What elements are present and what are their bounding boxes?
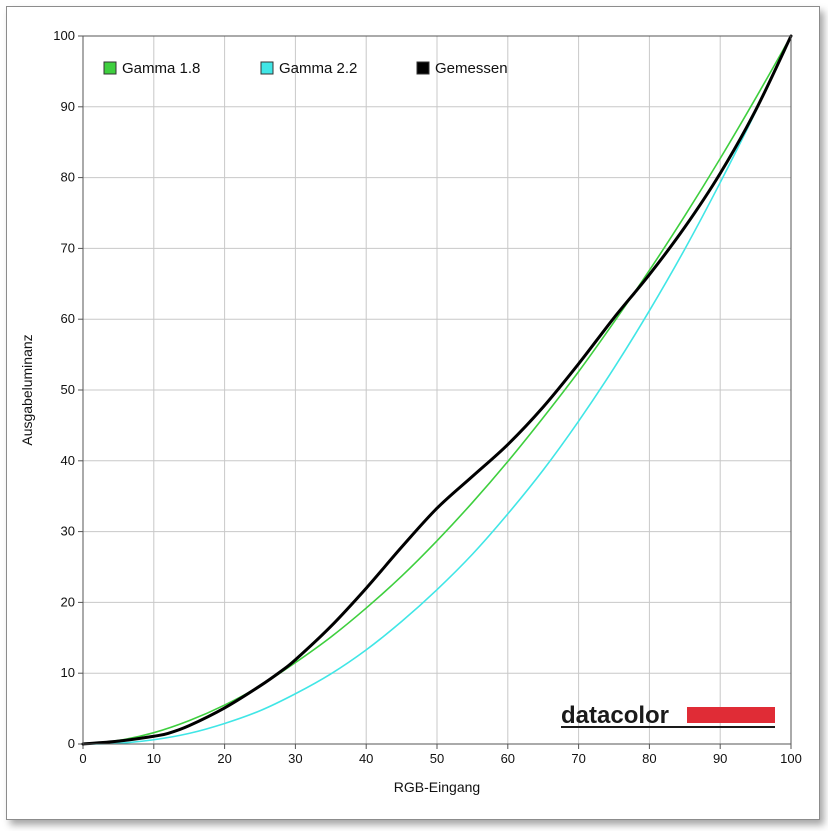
chart: 0 10 20 30 40 50 60 70 80 90 100 0 10 20 30 40 50 60 70 80 9… bbox=[19, 28, 802, 795]
legend-label: Gamma 1.8 bbox=[122, 60, 200, 77]
grid bbox=[83, 36, 791, 744]
y-tick-label: 30 bbox=[61, 524, 75, 539]
legend-swatch bbox=[416, 61, 430, 75]
x-tick-label: 50 bbox=[430, 751, 444, 766]
x-tick-label: 30 bbox=[288, 751, 302, 766]
y-tick-label: 20 bbox=[61, 594, 75, 609]
y-tick-label: 90 bbox=[61, 99, 75, 114]
plot-border bbox=[82, 35, 792, 745]
logo-underline bbox=[561, 726, 775, 728]
x-tick-label: 80 bbox=[642, 751, 656, 766]
x-tick-label: 40 bbox=[359, 751, 373, 766]
x-tick-label: 60 bbox=[501, 751, 515, 766]
y-tick-label: 40 bbox=[61, 453, 75, 468]
legend-swatch bbox=[103, 61, 117, 75]
logo-text: datacolor bbox=[561, 702, 669, 729]
legend-label: Gamma 2.2 bbox=[279, 60, 357, 77]
x-tick-label: 0 bbox=[79, 751, 86, 766]
series-line-gamma-1-8 bbox=[82, 35, 792, 745]
y-tick-label: 60 bbox=[61, 311, 75, 326]
x-tick-label: 100 bbox=[780, 751, 802, 766]
legend-swatch bbox=[260, 61, 274, 75]
logo-bar bbox=[687, 707, 775, 723]
y-tick-label: 10 bbox=[61, 665, 75, 680]
y-tick-label: 70 bbox=[61, 240, 75, 255]
series-lines bbox=[81, 34, 793, 746]
series-line-gamma-2-2 bbox=[82, 35, 792, 745]
y-tick-label: 100 bbox=[53, 28, 75, 43]
y-tick-label: 80 bbox=[61, 170, 75, 185]
datacolor-logo: datacolor bbox=[561, 702, 775, 729]
x-tick-label: 70 bbox=[571, 751, 585, 766]
y-tick-label: 0 bbox=[68, 736, 75, 751]
x-tick-label: 90 bbox=[713, 751, 727, 766]
y-tick-label: 50 bbox=[61, 382, 75, 397]
x-tick-label: 20 bbox=[217, 751, 231, 766]
x-axis-label: RGB-Eingang bbox=[394, 779, 480, 795]
legend-label: Gemessen bbox=[435, 60, 508, 77]
legend: Gamma 1.8 Gamma 2.2 Gemessen bbox=[103, 60, 508, 77]
ticks: 0 10 20 30 40 50 60 70 80 90 100 0 10 20 30 40 50 60 70 80 9… bbox=[53, 28, 802, 766]
y-axis-label: Ausgabeluminanz bbox=[19, 334, 35, 445]
x-tick-label: 10 bbox=[147, 751, 161, 766]
chart-frame: 0 10 20 30 40 50 60 70 80 90 100 0 10 20 30 40 50 60 70 80 9… bbox=[6, 6, 820, 820]
series-line-gemessen bbox=[81, 34, 793, 746]
